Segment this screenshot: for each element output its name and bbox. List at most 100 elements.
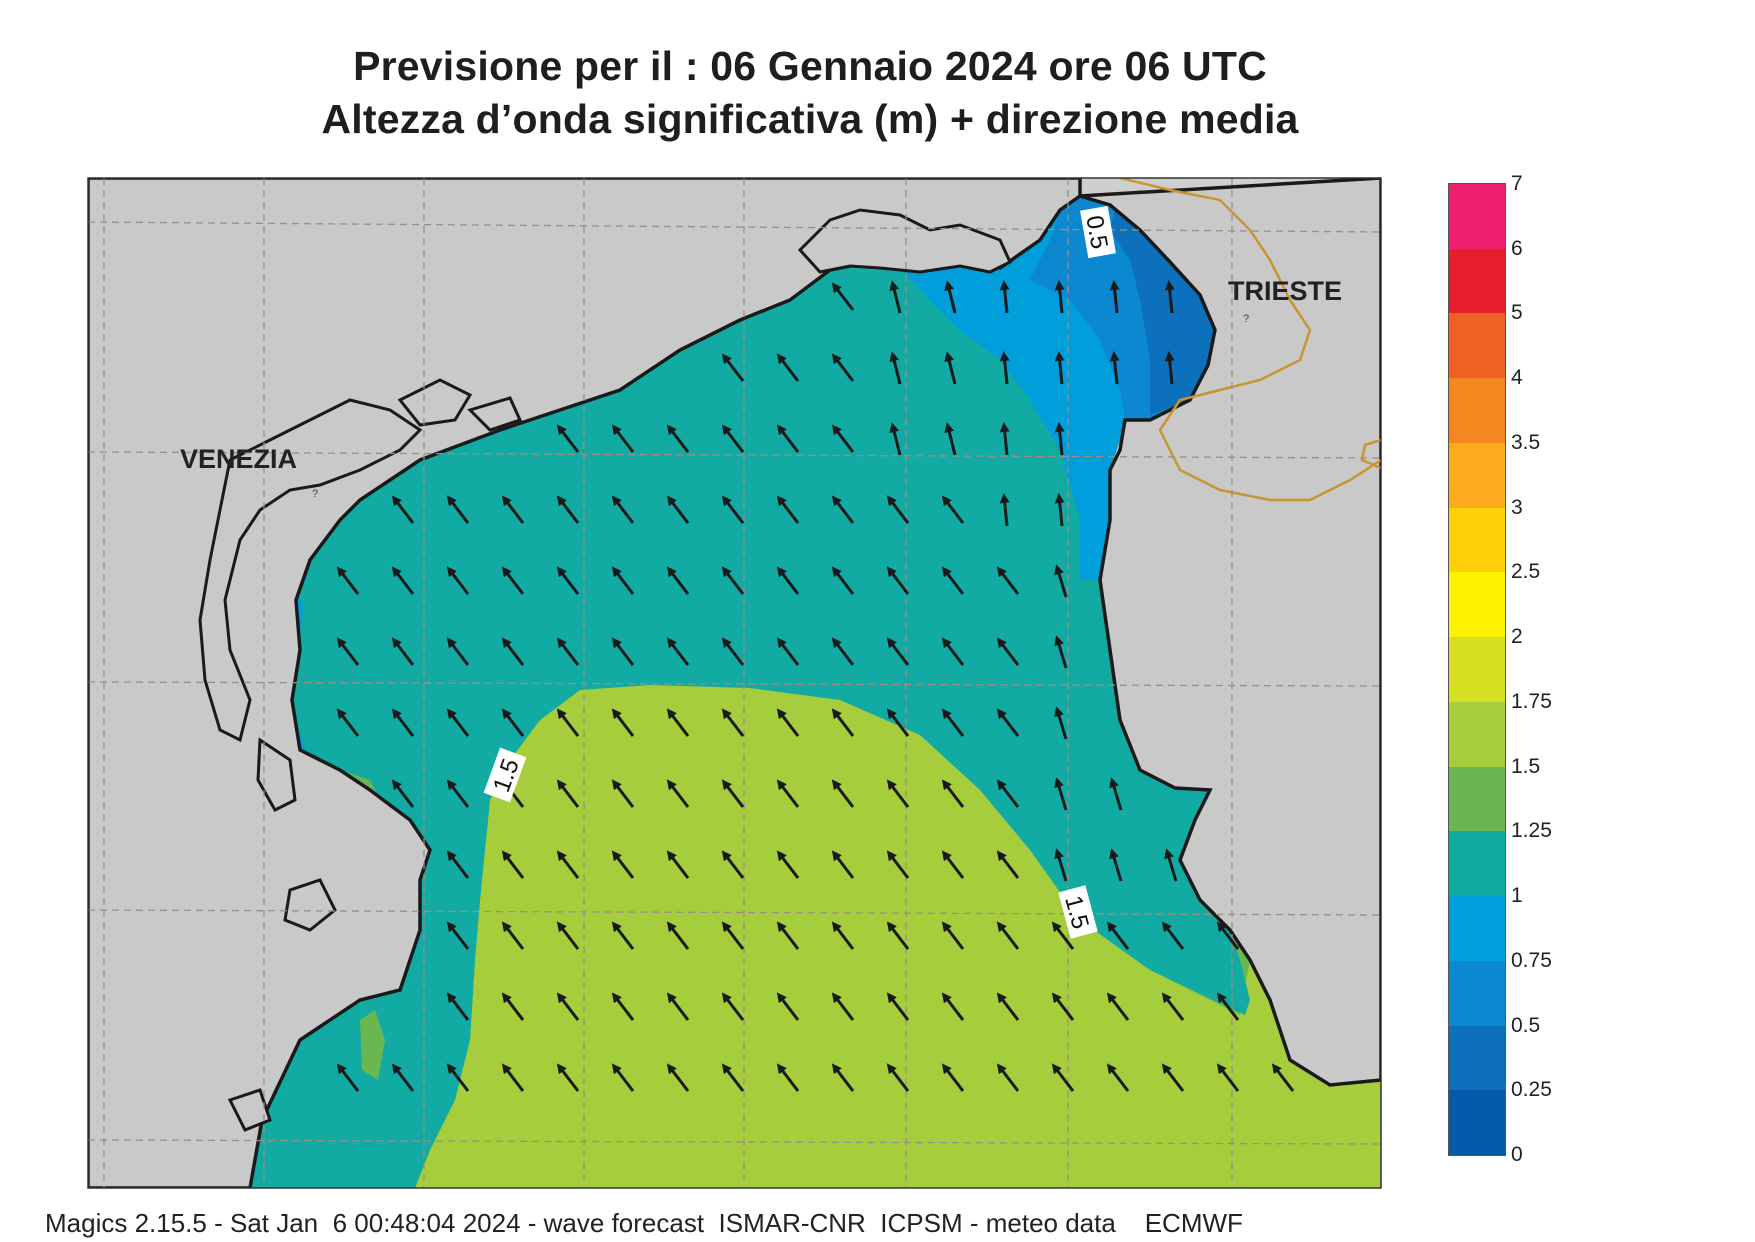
colorbar-swatch	[1449, 701, 1505, 768]
wave-direction-arrow-icon	[1106, 921, 1130, 950]
wave-direction-arrow-icon	[776, 779, 800, 808]
wave-direction-arrow-icon	[1164, 848, 1178, 882]
wave-direction-arrow-icon	[944, 422, 957, 456]
wave-direction-arrow-icon	[889, 280, 902, 314]
wave-direction-arrow-icon	[446, 779, 470, 808]
colorbar-swatch	[1449, 248, 1505, 314]
colorbar-tick-label: 2.5	[1511, 560, 1541, 584]
wave-direction-arrow-icon	[721, 353, 745, 382]
wave-direction-arrow-icon	[1161, 921, 1185, 950]
wave-direction-arrow-icon	[1054, 848, 1068, 882]
chart-title: Previsione per il : 06 Gennaio 2024 ore …	[0, 40, 1620, 146]
wave-direction-arrow-icon	[556, 850, 580, 879]
colorbar-swatch	[1449, 184, 1505, 250]
wave-direction-arrow-icon	[666, 566, 690, 595]
wave-direction-arrow-icon	[611, 779, 635, 808]
trieste-label: TRIESTE	[1228, 276, 1342, 306]
wave-direction-arrow-icon	[886, 637, 910, 666]
venezia-label: VENEZIA	[180, 444, 297, 474]
wave-direction-arrow-icon	[996, 566, 1020, 595]
wave-band-1.25	[250, 430, 1250, 1188]
svg-text:0.5: 0.5	[1080, 213, 1112, 251]
wave-direction-arrow-icon	[996, 850, 1020, 879]
wave-direction-arrow-icon	[1054, 635, 1068, 669]
wave-direction-arrow-icon	[721, 992, 745, 1021]
colorbar-swatch	[1449, 313, 1505, 379]
wave-direction-arrow-icon	[501, 921, 525, 950]
colorbar-swatch	[1449, 507, 1505, 573]
wave-direction-arrow-icon	[336, 566, 360, 595]
wave-direction-arrow-icon	[391, 779, 415, 808]
colorbar-swatch	[1449, 1025, 1505, 1091]
colorbar-swatch	[1449, 378, 1505, 444]
wave-direction-arrow-icon	[996, 992, 1020, 1021]
wave-direction-arrow-icon	[776, 353, 800, 382]
wave-direction-arrow-icon	[1054, 706, 1068, 740]
colorbar-tick-label: 1.75	[1511, 689, 1552, 713]
wave-direction-arrow-icon	[941, 637, 965, 666]
wave-direction-arrow-icon	[999, 493, 1010, 527]
wave-direction-arrow-icon	[391, 566, 415, 595]
wave-direction-arrow-icon	[776, 992, 800, 1021]
wave-direction-arrow-icon	[666, 850, 690, 879]
wave-direction-arrow-icon	[941, 1063, 965, 1092]
wave-direction-arrow-icon	[776, 708, 800, 737]
wave-direction-arrow-icon	[776, 424, 800, 453]
wave-direction-arrow-icon	[721, 850, 745, 879]
wave-direction-arrow-icon	[776, 1063, 800, 1092]
wave-direction-arrow-icon	[446, 1063, 470, 1092]
city-marker-icon: ?	[312, 488, 318, 500]
wave-direction-arrow-icon	[1106, 1063, 1130, 1092]
wave-direction-arrow-icon	[666, 992, 690, 1021]
wave-direction-arrow-icon	[721, 637, 745, 666]
wave-direction-arrow-icon	[831, 637, 855, 666]
wave-direction-arrow-icon	[1161, 1063, 1185, 1092]
wave-direction-arrow-icon	[944, 351, 957, 385]
wave-direction-arrow-icon	[1109, 848, 1123, 882]
wave-direction-arrow-icon	[1109, 777, 1123, 811]
wave-direction-arrow-icon	[666, 637, 690, 666]
wave-direction-arrow-icon	[666, 708, 690, 737]
colorbar-swatch	[1449, 766, 1505, 832]
wave-direction-arrow-icon	[889, 422, 902, 456]
wave-direction-arrow-icon	[941, 992, 965, 1021]
grado-islands	[797, 208, 1012, 274]
wave-direction-arrow-icon	[886, 992, 910, 1021]
wave-direction-arrow-icon	[1109, 351, 1120, 385]
wave-direction-arrow-icon	[886, 566, 910, 595]
wave-direction-arrow-icon	[831, 495, 855, 524]
wave-direction-arrow-icon	[556, 495, 580, 524]
wave-direction-arrow-icon	[776, 495, 800, 524]
wave-direction-arrow-icon	[556, 1063, 580, 1092]
wave-direction-arrow-icon	[556, 779, 580, 808]
wave-direction-arrow-icon	[996, 779, 1020, 808]
wave-direction-arrow-icon	[831, 921, 855, 950]
wave-direction-arrow-icon	[831, 708, 855, 737]
wave-direction-arrow-icon	[1106, 992, 1130, 1021]
wave-direction-arrow-icon	[831, 850, 855, 879]
wave-direction-arrow-icon	[886, 1063, 910, 1092]
wave-direction-arrow-icon	[611, 708, 635, 737]
wave-direction-arrow-icon	[831, 424, 855, 453]
wave-direction-arrow-icon	[999, 422, 1010, 456]
wave-direction-arrow-icon	[501, 637, 525, 666]
colorbar-tick-label: 4	[1511, 366, 1523, 390]
wave-band-1	[292, 196, 1240, 960]
wave-direction-arrow-icon	[1054, 422, 1065, 456]
colorbar-tick-label: 2	[1511, 625, 1523, 649]
colorbar-tick-label: 1	[1511, 884, 1523, 908]
wave-direction-arrow-icon	[1216, 1063, 1240, 1092]
wave-direction-arrow-icon	[446, 637, 470, 666]
wave-direction-arrow-icon	[721, 566, 745, 595]
city-marker-icon: ?	[1243, 313, 1249, 325]
border-line	[1119, 178, 1381, 502]
wave-direction-arrow-icon	[666, 1063, 690, 1092]
wave-direction-arrow-icon	[391, 1063, 415, 1092]
wave-direction-arrow-icon	[1216, 921, 1240, 950]
colorbar-tick-label: 0.75	[1511, 948, 1552, 972]
wave-direction-arrow-icon	[556, 566, 580, 595]
wave-direction-arrow-icon	[556, 992, 580, 1021]
wave-direction-arrow-icon	[391, 708, 415, 737]
colorbar-tick-label: 0.25	[1511, 1078, 1552, 1102]
